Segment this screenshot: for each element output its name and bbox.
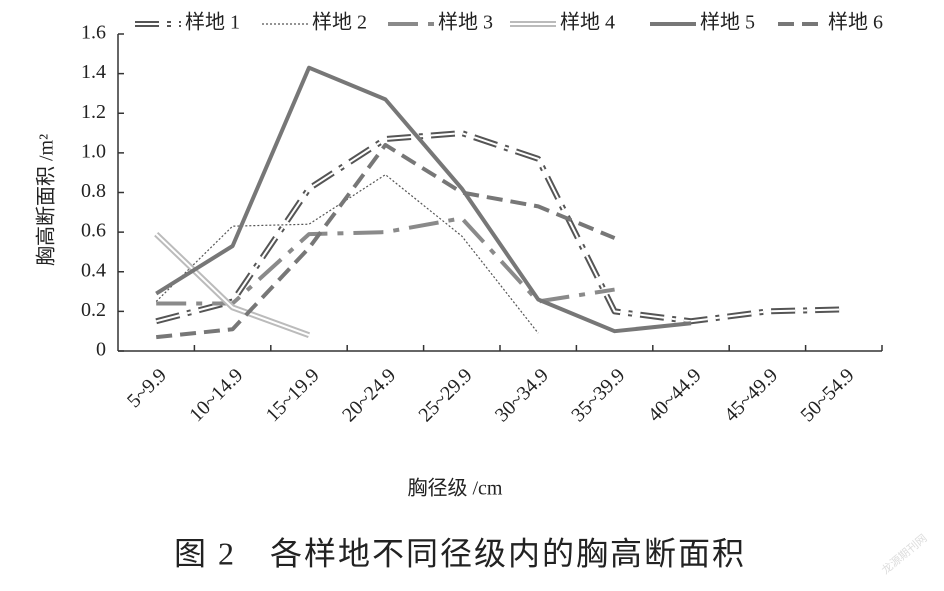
y-tick-label: 0.6 [81, 220, 106, 242]
x-tick-label: 5~9.9 [123, 364, 171, 412]
y-tick-label: 0 [96, 339, 106, 361]
legend-label: 样地 2 [312, 11, 367, 34]
x-tick-label: 15~19.9 [262, 364, 324, 426]
y-tick-label: 1.2 [81, 101, 106, 123]
x-tick-label: 10~14.9 [185, 364, 247, 426]
x-tick-label: 50~54.9 [796, 364, 858, 426]
watermark: 龙源期刊网 [878, 531, 929, 577]
series-line [155, 65, 692, 334]
legend-label: 样地 1 [185, 11, 240, 34]
x-tick-label: 25~29.9 [414, 364, 476, 426]
y-tick-label: 1.6 [81, 22, 106, 44]
caption: 图 2 各样地不同径级内的胸高断面积 [174, 535, 746, 571]
x-tick-label: 45~49.9 [720, 364, 782, 426]
legend-label: 样地 4 [560, 11, 615, 34]
series-line [154, 231, 311, 338]
x-tick-label: 35~39.9 [567, 364, 629, 426]
x-axis-label: 胸径级 /cm [408, 477, 503, 500]
series-line [156, 216, 615, 306]
y-axis-label: 胸高断面积 /m² [35, 134, 58, 266]
y-tick-label: 1.0 [81, 140, 106, 162]
legend-label: 样地 5 [700, 11, 755, 34]
series-line-inner [155, 233, 310, 337]
x-tick-label: 40~44.9 [644, 364, 706, 426]
y-tick-label: 0.8 [81, 180, 106, 202]
series-line [155, 142, 616, 340]
x-tick-label: 30~34.9 [491, 364, 553, 426]
series-line-inner [155, 132, 844, 323]
legend-label: 样地 3 [438, 11, 493, 34]
y-tick-label: 0.2 [81, 299, 106, 321]
y-tick-label: 1.4 [81, 61, 106, 83]
x-tick-label: 20~24.9 [338, 364, 400, 426]
legend-label: 样地 6 [828, 11, 883, 34]
y-tick-label: 0.4 [81, 259, 106, 281]
series-line [155, 130, 844, 325]
